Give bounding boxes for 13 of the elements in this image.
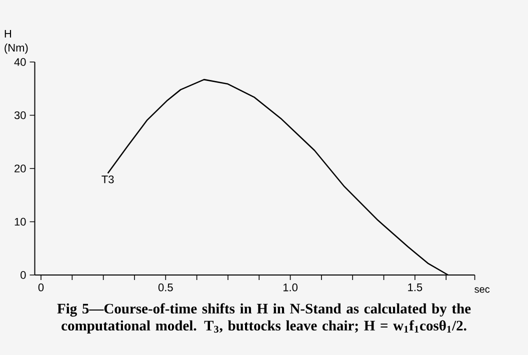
y-tick-label: 20 [14, 164, 26, 172]
x-tick-label: 1.0 [283, 284, 298, 292]
x-axis-title: sec [474, 287, 490, 293]
x-tick-label: 0.5 [158, 284, 173, 292]
text: Fig 5—Course-of-time shifts in H in N-Stand as calculated by the computational model. T$_{3}$, buttocks leave chair; H = w$_{1}$f$_{1}$cosθ$_{1}$/2. [57, 303, 471, 334]
y-tick-label: 10 [14, 218, 26, 226]
y-tick-label: 30 [14, 111, 26, 120]
annotation: T3 [102, 175, 114, 184]
y-tick-label: 0 [20, 271, 26, 279]
x-tick-label: 1.5 [408, 284, 422, 292]
y-axis-title: H (Nm) [4, 30, 28, 54]
y-tick-label: 40 [14, 58, 26, 66]
x-tick-label: 0 [38, 284, 44, 292]
